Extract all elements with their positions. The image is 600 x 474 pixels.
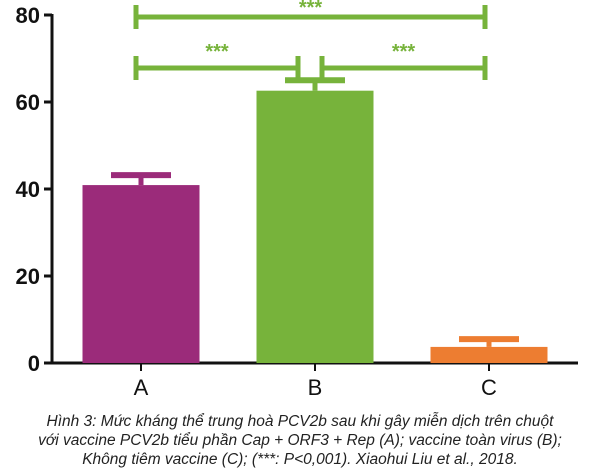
bar-C [430,346,548,363]
y-tick-label: 20 [16,264,40,289]
figure-caption: Hình 3: Mức kháng thể trung hoà PCV2b sa… [0,412,600,469]
y-tick-label: 0 [28,351,40,376]
caption-line-1: Hình 3: Mức kháng thể trung hoà PCV2b sa… [46,413,554,430]
bar-B [256,90,374,363]
caption-line-2: với vaccine PCV2b tiểu phần Cap + ORF3 +… [38,432,562,449]
x-tick-label-A: A [134,375,149,400]
significance-label: *** [299,0,323,19]
significance-label: *** [392,41,416,63]
x-tick-label-C: C [481,375,497,400]
caption-line-3: Không tiêm vaccine (C); (***: P<0,001). … [82,451,518,468]
y-tick-label: 60 [16,90,40,115]
bar-A [82,185,200,363]
x-tick-label-B: B [308,375,323,400]
bar-chart: 0 20 40 60 80 A B C *** *** *** [16,0,578,400]
significance-label: *** [205,41,229,63]
y-tick-label: 40 [16,177,40,202]
y-tick-label: 80 [16,3,40,28]
